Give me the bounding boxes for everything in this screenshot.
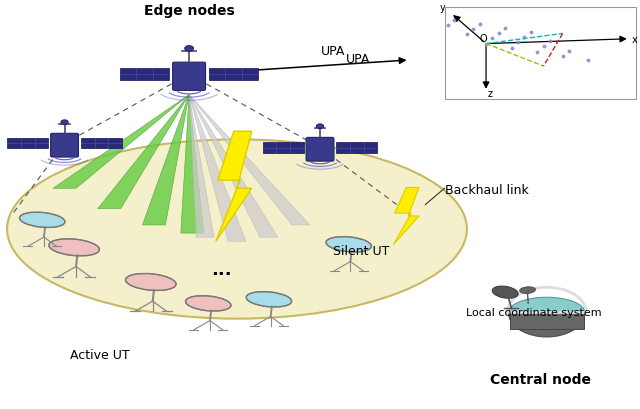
- Ellipse shape: [19, 212, 65, 227]
- Ellipse shape: [520, 287, 536, 294]
- Polygon shape: [189, 94, 278, 237]
- Ellipse shape: [326, 237, 371, 252]
- Text: UPA: UPA: [346, 54, 371, 66]
- Text: x: x: [632, 34, 637, 45]
- Circle shape: [316, 124, 324, 128]
- Text: Silent UT: Silent UT: [333, 245, 390, 258]
- Ellipse shape: [49, 239, 99, 256]
- Ellipse shape: [186, 296, 231, 311]
- Bar: [262, 142, 303, 153]
- Circle shape: [61, 120, 68, 124]
- Text: Edge nodes: Edge nodes: [144, 4, 234, 18]
- Bar: [337, 142, 378, 153]
- Bar: [81, 138, 122, 148]
- Polygon shape: [189, 94, 214, 237]
- FancyBboxPatch shape: [51, 133, 79, 157]
- Text: Central node: Central node: [490, 373, 591, 387]
- Ellipse shape: [508, 297, 585, 328]
- Ellipse shape: [492, 286, 518, 298]
- Polygon shape: [180, 94, 204, 233]
- Polygon shape: [143, 94, 189, 225]
- Text: Local coordinate system: Local coordinate system: [466, 308, 602, 317]
- Ellipse shape: [125, 274, 176, 290]
- Text: Active UT: Active UT: [70, 349, 129, 362]
- Polygon shape: [189, 94, 246, 241]
- Wedge shape: [508, 312, 585, 337]
- FancyBboxPatch shape: [173, 62, 205, 90]
- Circle shape: [185, 45, 193, 51]
- Ellipse shape: [7, 139, 467, 319]
- Ellipse shape: [246, 292, 292, 307]
- Text: O: O: [479, 34, 487, 44]
- Bar: [509, 312, 584, 329]
- Text: y: y: [440, 3, 445, 13]
- Text: Backhaul link: Backhaul link: [445, 184, 528, 197]
- Polygon shape: [394, 187, 419, 245]
- Polygon shape: [189, 94, 310, 225]
- Text: UPA: UPA: [321, 45, 345, 58]
- Bar: [7, 138, 48, 148]
- Bar: [120, 68, 169, 80]
- Polygon shape: [53, 94, 189, 188]
- Text: z: z: [488, 89, 492, 99]
- Polygon shape: [98, 94, 189, 209]
- Polygon shape: [216, 131, 252, 241]
- Bar: [209, 68, 259, 80]
- FancyBboxPatch shape: [445, 7, 636, 99]
- FancyBboxPatch shape: [306, 137, 334, 161]
- Text: ...: ...: [211, 261, 231, 279]
